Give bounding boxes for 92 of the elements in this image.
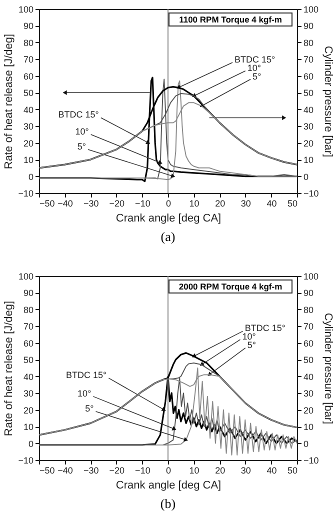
y-tick-label: 70 <box>23 54 34 65</box>
annotation: BTDC 15° <box>66 370 108 380</box>
x-tick-label: 10 <box>189 466 200 476</box>
y2-tick-label: 60 <box>304 338 314 348</box>
x-tick-label: −10 <box>135 198 150 208</box>
x-tick-label: 0 <box>166 198 172 208</box>
y2-tick-label: 30 <box>304 122 314 132</box>
y2-tick-label: 40 <box>304 104 314 115</box>
x-tick-label: −50 <box>40 466 55 476</box>
x-tick-label: 40 <box>266 198 277 208</box>
y2-tick-label: 40 <box>304 372 314 382</box>
x-tick-label: 20 <box>215 466 226 476</box>
y2-tick-label: 20 <box>304 405 314 416</box>
y-tick-label: 0 <box>28 438 34 449</box>
y2-tick-label: 10 <box>304 155 314 166</box>
text: 2000 RPM Torque 4 kgf-m <box>178 282 283 292</box>
y2-tick-label: 70 <box>304 322 314 332</box>
y2-tick-label: 90 <box>304 288 314 298</box>
x-tick-label: 40 <box>266 466 277 476</box>
y-tick-label: 90 <box>23 288 34 298</box>
text: (b) <box>160 496 176 511</box>
y-tick-label: 40 <box>23 372 34 382</box>
annotation: 10° <box>78 388 92 398</box>
x-axis-title: Crank angle [deg CA] <box>116 212 222 224</box>
x-tick-label: −20 <box>109 466 125 476</box>
y-tick-label: 80 <box>23 304 34 315</box>
x-tick-label: −40 <box>58 466 73 476</box>
annotation: 5° <box>85 403 94 414</box>
y-axis-title: Rate of heat release [J/deg] <box>3 34 16 170</box>
y2-tick-label: 20 <box>304 138 314 148</box>
y2-tick-label: 50 <box>304 88 314 98</box>
y-tick-label: 80 <box>23 38 34 48</box>
text: 1100 RPM Torque 4 kgf-m <box>179 14 282 24</box>
x-tick-label: −40 <box>58 198 73 208</box>
y2-tick-label: 0 <box>304 438 309 449</box>
x-tick-label: −30 <box>83 198 99 208</box>
y2-tick-label: 10 <box>304 422 314 432</box>
annotation: 5° <box>252 71 262 82</box>
y-tick-label: −10 <box>18 456 34 466</box>
annotation: 5° <box>77 142 86 152</box>
y2-tick-label: 80 <box>304 38 314 48</box>
x-tick-label: 10 <box>189 198 200 208</box>
annotation: 5° <box>247 340 256 350</box>
y2-axis-title: Cylinder pressure [bar] <box>322 46 334 158</box>
y2-tick-label: 30 <box>304 388 314 399</box>
annotation: BTDC 15° <box>58 110 100 120</box>
x-tick-label: −20 <box>109 198 125 208</box>
y2-tick-label: 70 <box>304 54 314 65</box>
x-tick-label: −10 <box>135 466 150 476</box>
annotation: 10° <box>75 126 90 136</box>
y-tick-label: −10 <box>18 188 34 198</box>
y-tick-label: 10 <box>23 155 34 166</box>
x-tick-label: 50 <box>287 466 298 476</box>
x-tick-label: 30 <box>240 466 251 476</box>
y-tick-label: 70 <box>23 322 34 332</box>
x-tick-label: 50 <box>287 198 298 208</box>
y-tick-label: 30 <box>23 122 34 132</box>
text: (a) <box>160 229 176 244</box>
y2-tick-label: 90 <box>304 21 314 32</box>
annotation: 10° <box>242 332 256 342</box>
y2-tick-label: 100 <box>304 4 319 14</box>
y-tick-label: 0 <box>28 172 34 182</box>
y-tick-label: 50 <box>23 88 34 98</box>
y2-tick-label: −10 <box>304 188 319 198</box>
y2-tick-label: 60 <box>304 71 314 82</box>
x-tick-label: −50 <box>40 198 55 208</box>
annotation: 10° <box>247 62 262 73</box>
y-tick-label: 100 <box>18 4 34 14</box>
y2-tick-label: 50 <box>304 355 314 366</box>
y-tick-label: 100 <box>18 272 34 282</box>
annotation: BTDC 15° <box>244 323 286 334</box>
y-tick-label: 20 <box>23 138 34 148</box>
y2-tick-label: 100 <box>304 272 319 282</box>
annotation: BTDC 15° <box>234 54 276 65</box>
y-tick-label: 10 <box>23 422 34 432</box>
y2-tick-label: −10 <box>304 456 319 466</box>
x-axis-title: Crank angle [deg CA] <box>116 480 222 492</box>
y-tick-label: 40 <box>23 104 34 115</box>
y-tick-label: 90 <box>23 21 34 32</box>
x-tick-label: 20 <box>215 198 226 208</box>
y-tick-label: 60 <box>23 71 34 82</box>
y-tick-label: 20 <box>23 405 34 416</box>
y-axis-title: Rate of heat release [J/deg] <box>3 300 16 436</box>
x-tick-label: 30 <box>240 198 251 208</box>
y-tick-label: 60 <box>23 338 34 348</box>
y2-tick-label: 0 <box>304 172 309 182</box>
y2-tick-label: 80 <box>304 304 314 315</box>
x-tick-label: −30 <box>83 466 99 476</box>
x-tick-label: 0 <box>166 466 172 476</box>
y-tick-label: 30 <box>23 388 34 399</box>
y-tick-label: 50 <box>23 355 34 366</box>
y2-axis-title: Cylinder pressure [bar] <box>322 312 334 424</box>
